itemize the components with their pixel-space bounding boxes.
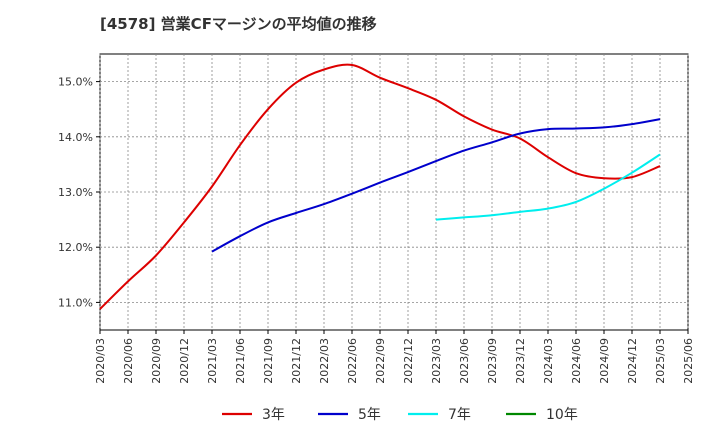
y-axis: 11.0% 12.0% 13.0% 14.0% 15.0% [58, 76, 100, 309]
grid-lines [99, 54, 689, 330]
x-tick-label: 2024/06 [570, 338, 583, 384]
legend: 3年 5年 7年 10年 [222, 407, 578, 423]
series-line-7年 [435, 153, 661, 221]
y-tick-label: 14.0% [58, 131, 93, 144]
y-tick-label: 11.0% [58, 296, 93, 309]
x-tick-label: 2020/03 [94, 338, 107, 384]
x-tick-label: 2022/09 [374, 338, 387, 384]
series-line-5年 [211, 118, 661, 253]
y-tick-label: 15.0% [58, 76, 93, 89]
y-tick-label: 13.0% [58, 186, 93, 199]
x-tick-label: 2023/03 [430, 338, 443, 384]
x-tick-label: 2023/12 [514, 338, 527, 384]
x-tick-label: 2020/12 [178, 338, 191, 384]
x-tick-label: 2021/12 [290, 338, 303, 384]
x-tick-label: 2021/06 [234, 338, 247, 384]
x-tick-label: 2024/09 [598, 338, 611, 384]
chart-title: [4578] 営業CFマージンの平均値の推移 [100, 15, 377, 33]
x-tick-label: 2020/09 [150, 338, 163, 384]
x-axis: 2020/03 2020/06 2020/09 2020/12 2021/03 2021/… [94, 330, 695, 384]
x-tick-label: 2021/03 [206, 338, 219, 384]
x-tick-label: 2022/12 [402, 338, 415, 384]
x-tick-label: 2020/06 [122, 338, 135, 384]
legend-label: 5年 [358, 407, 381, 423]
legend-label: 10年 [546, 407, 578, 423]
y-tick-label: 12.0% [58, 241, 93, 254]
x-tick-label: 2025/06 [682, 338, 695, 384]
series-lines [99, 63, 661, 310]
x-tick-label: 2022/03 [318, 338, 331, 384]
series-line-3年 [99, 63, 661, 310]
legend-label: 3年 [262, 407, 285, 423]
x-tick-label: 2024/03 [542, 338, 555, 384]
x-tick-label: 2022/06 [346, 338, 359, 384]
x-tick-label: 2023/09 [486, 338, 499, 384]
x-tick-label: 2025/03 [654, 338, 667, 384]
x-tick-label: 2024/12 [626, 338, 639, 384]
x-tick-label: 2021/09 [262, 338, 275, 384]
legend-label: 7年 [448, 407, 471, 423]
x-tick-label: 2023/06 [458, 338, 471, 384]
